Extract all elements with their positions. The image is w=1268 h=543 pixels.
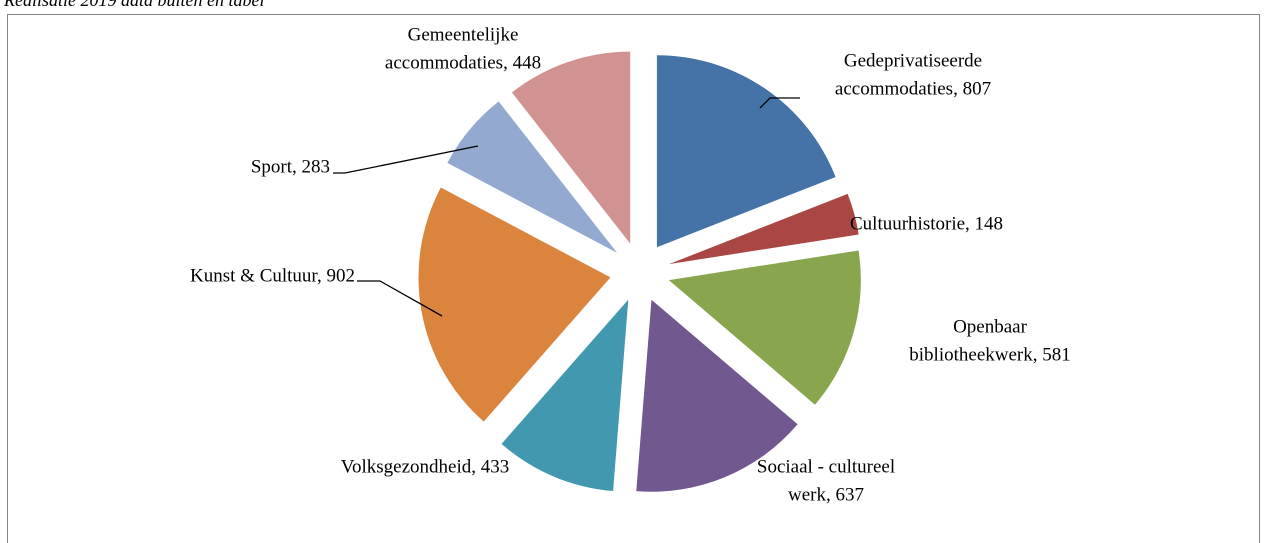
pie-slice: [668, 193, 859, 265]
data-label: accommodaties, 448: [385, 52, 541, 73]
data-label: Sport, 283: [251, 156, 330, 177]
data-label: Gemeentelijke: [408, 24, 519, 45]
chart-frame: [7, 14, 1260, 543]
data-label: Kunst & Cultuur, 902: [190, 265, 355, 286]
data-label: werk, 637: [788, 484, 864, 505]
data-label: accommodaties, 807: [835, 78, 991, 99]
data-label: Gedeprivatiseerde: [844, 50, 982, 71]
caption: Realisatie 2019 data buiten en tabel: [3, 0, 264, 10]
data-label: Sociaal - cultureel: [757, 456, 895, 477]
leader-line: [759, 97, 800, 109]
pie-slice: [668, 250, 861, 405]
data-label: Cultuurhistorie, 148: [850, 213, 1003, 234]
pie-slice: [636, 299, 798, 492]
pie-slice: [447, 101, 617, 253]
pie-slice: [418, 187, 611, 422]
leader-line: [333, 145, 479, 174]
pie-slice: [501, 299, 629, 492]
data-label: Openbaar: [953, 316, 1028, 337]
pie-slice: [656, 55, 836, 248]
leader-line: [357, 280, 443, 317]
pie-slice: [511, 51, 631, 244]
data-label: bibliotheekwerk, 581: [909, 344, 1070, 365]
data-label: Volksgezondheid, 433: [341, 456, 510, 477]
